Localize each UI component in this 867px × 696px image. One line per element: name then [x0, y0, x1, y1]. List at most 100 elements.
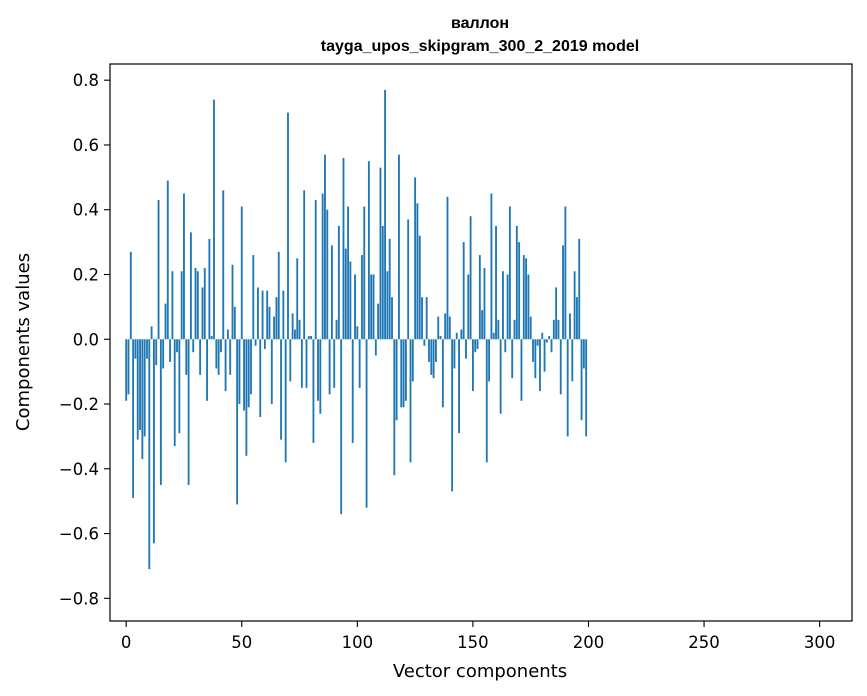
- bar: [437, 316, 440, 340]
- bar: [287, 112, 289, 340]
- bar: [335, 319, 338, 340]
- bar: [529, 316, 532, 340]
- bar: [333, 339, 336, 388]
- bar: [377, 303, 380, 340]
- x-axis: 0 50 100 150 200 250 300: [121, 621, 835, 652]
- bar: [310, 336, 313, 340]
- bar: [317, 339, 319, 401]
- bar: [189, 232, 192, 340]
- bar: [314, 200, 317, 340]
- bar: [441, 339, 444, 408]
- y-axis-label: Components values: [13, 253, 34, 431]
- bar: [571, 339, 574, 382]
- bar: [576, 297, 578, 340]
- bar: [183, 193, 185, 340]
- bar: [435, 339, 437, 362]
- bar: [277, 251, 280, 340]
- bar: [550, 339, 553, 353]
- bar: [409, 339, 412, 463]
- bar: [240, 206, 243, 340]
- bar: [536, 339, 539, 346]
- bar: [206, 339, 209, 401]
- bar: [525, 258, 527, 340]
- y-tick-label: 0.2: [73, 265, 99, 284]
- bar: [196, 271, 199, 340]
- bar: [573, 271, 576, 340]
- bar: [305, 339, 308, 388]
- bar: [180, 271, 183, 340]
- y-tick-label: −0.2: [59, 395, 99, 414]
- bar: [330, 245, 333, 340]
- y-tick-label: 0.6: [73, 136, 99, 155]
- y-tick-label: 0.8: [73, 71, 99, 90]
- bar: [222, 190, 225, 340]
- bar: [268, 306, 271, 340]
- bar: [395, 339, 398, 421]
- bar: [141, 339, 144, 460]
- bar: [291, 313, 294, 340]
- y-tick-label: −0.8: [59, 589, 99, 608]
- bar: [559, 339, 562, 395]
- x-tick-label: 100: [342, 633, 374, 652]
- bar: [481, 310, 484, 340]
- bar: [342, 157, 345, 340]
- bar: [210, 336, 213, 340]
- bar: [439, 336, 442, 340]
- y-axis: −0.8 −0.6 −0.4 −0.2 0.0 0.2 0.4 0.6 0.8: [59, 71, 110, 608]
- bar: [351, 339, 354, 443]
- bar: [166, 180, 169, 340]
- bar: [231, 264, 234, 340]
- bar: [404, 339, 407, 401]
- bar: [273, 316, 276, 340]
- bar: [448, 316, 451, 340]
- bar: [453, 339, 456, 369]
- bar: [495, 225, 497, 340]
- bar: [187, 339, 190, 485]
- bar: [337, 225, 340, 340]
- bar: [164, 303, 167, 340]
- bar: [298, 319, 301, 340]
- bar: [520, 339, 523, 401]
- bar: [497, 319, 500, 340]
- bar: [460, 329, 463, 340]
- bar: [132, 339, 135, 498]
- bar: [580, 339, 583, 421]
- bar: [340, 339, 343, 515]
- bar: [566, 339, 569, 437]
- bar: [421, 297, 423, 340]
- bar: [582, 339, 585, 369]
- bar: [585, 339, 588, 437]
- bar: [192, 339, 195, 353]
- bar: [217, 339, 220, 375]
- bar: [284, 339, 287, 463]
- bar: [451, 339, 454, 492]
- bar: [578, 238, 581, 340]
- bar: [358, 339, 361, 388]
- bar: [238, 339, 241, 405]
- bar: [455, 332, 458, 340]
- bar: [159, 339, 162, 485]
- bar: [289, 339, 292, 382]
- bar: [511, 339, 514, 379]
- bar: [194, 268, 197, 340]
- bar: [127, 339, 130, 395]
- bar: [562, 245, 564, 340]
- bar: [423, 339, 426, 346]
- bar: [384, 89, 386, 340]
- bar: [146, 339, 148, 359]
- bar: [319, 339, 322, 414]
- plot-frame: [109, 63, 853, 622]
- x-tick-label: 150: [457, 633, 489, 652]
- bar: [328, 339, 331, 395]
- bar: [354, 274, 356, 340]
- bar: [148, 339, 151, 570]
- bar: [303, 190, 306, 340]
- x-tick-label: 250: [688, 633, 720, 652]
- bar: [275, 297, 278, 340]
- y-tick-label: 0.4: [73, 201, 99, 220]
- bar: [534, 339, 537, 379]
- bar: [522, 255, 525, 340]
- bar: [326, 209, 329, 340]
- bar: [465, 339, 467, 359]
- bar: [506, 274, 509, 340]
